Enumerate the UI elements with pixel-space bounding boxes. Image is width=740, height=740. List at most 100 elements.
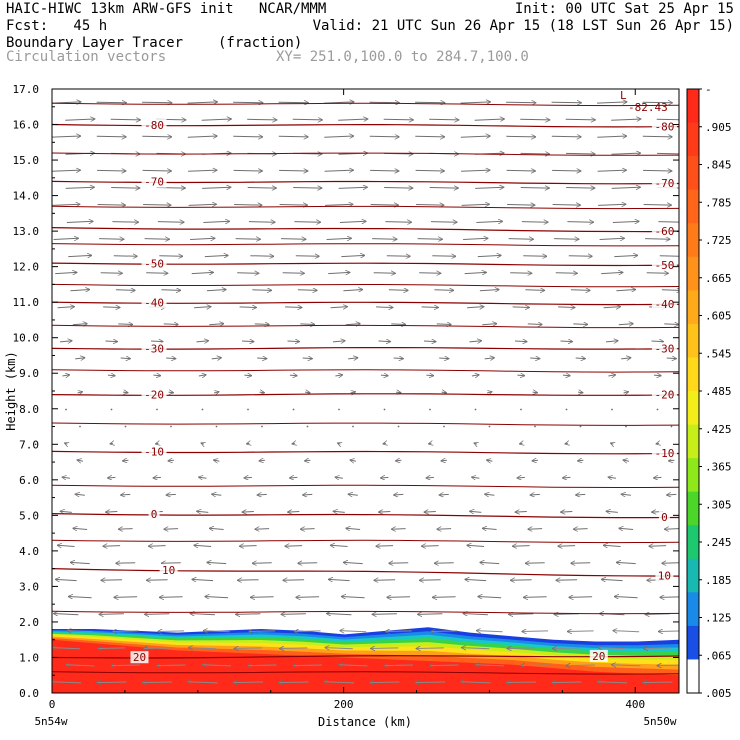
contour-label: -20 [144,389,164,402]
contour-label: -10 [654,447,674,460]
wind-vector [611,443,614,444]
wind-vector [335,477,343,478]
wind-vector [280,648,308,649]
wind-vector [478,597,502,598]
wind-vector [393,358,404,359]
contour-label: -10 [144,446,164,459]
wind-vector [288,512,300,513]
temperature-contour-line [52,484,679,488]
wind-vector [283,580,305,581]
wind-vector [55,272,77,273]
wind-vector-calm [247,408,249,411]
wind-vector [396,460,402,461]
wind-vector [656,152,679,155]
wind-vector [300,529,315,530]
wind-vector [624,392,629,393]
wind-vector [198,375,206,376]
wind-vector [326,238,352,239]
wind-vector [532,392,538,393]
wind-vector [482,528,497,529]
wind-vector [429,188,459,189]
wind-vector [99,614,124,615]
wind-vector [479,290,499,291]
wind-vector [188,170,217,171]
wind-vector-calm [625,425,627,428]
wind-vector [417,239,443,240]
wind-vector [250,256,273,257]
wind-vector-calm [338,408,340,411]
wind-vector [566,665,595,666]
wind-vector [65,119,95,120]
wind-vector [576,494,586,495]
wind-vector [669,460,675,461]
wind-vector [573,529,588,530]
temperature-contour-line [52,610,679,615]
wind-vector [476,221,502,222]
wind-vector [54,614,79,615]
wind-vector [203,221,229,222]
wind-vector [614,597,638,598]
y-tick-label: 9.0 [19,367,39,380]
wind-vector [302,358,313,359]
wind-vector-calm [352,425,354,428]
wind-vector [57,307,75,308]
wind-vector [484,358,495,359]
y-tick-label: 13.0 [13,225,40,238]
wind-vector-calm [488,425,491,428]
wind-vector [520,153,550,154]
wind-vector [439,358,449,359]
colorbar-swatch [687,592,699,627]
wind-vector [506,682,537,683]
wind-vector [506,136,535,137]
wind-vector [461,204,490,205]
wind-vector [606,511,618,512]
contour-label: -50 [144,257,164,270]
wind-vector [289,375,297,376]
wind-vector-calm [79,425,81,428]
contour-label-bg [651,225,677,238]
wind-vector [507,648,535,649]
wind-vector [298,563,318,564]
contour-label-bg [651,177,677,190]
wind-vector [209,528,224,529]
wind-vector [70,290,89,291]
colorbar-label: .725 [705,234,732,247]
wind-vector [233,682,264,683]
wind-vector [148,546,166,547]
wind-vector [467,307,484,308]
wind-vector [597,170,627,171]
contour-label: -80 [144,119,164,132]
wind-vector [651,341,664,342]
wind-vector [142,682,173,683]
contour-label-bg [148,508,160,521]
wind-vector [52,204,80,205]
wind-vector [370,682,400,683]
wind-vector [66,221,93,222]
colorbar-swatch [687,357,699,392]
wind-vector [514,341,527,342]
wind-vector [485,494,495,495]
y-tick-label: 17.0 [13,83,40,96]
axes: 0.0 1.0 2.0 3.0 4.0 5.0 6.0 7.0 8.0 9.0 10.0 11.0 12… [13,83,679,711]
wind-vector [487,460,493,461]
wind-vector [168,392,174,393]
wind-vector [421,546,439,547]
wind-vector [123,460,129,461]
wind-vector [563,477,571,478]
wind-vector [328,272,350,273]
colorbar-swatch [687,290,699,325]
wind-vector [419,273,441,274]
wind-vector [252,563,272,564]
wind-vector [376,307,393,308]
wind-vector [343,562,363,563]
wind-vector [211,358,222,359]
wind-vector [510,580,532,581]
temperature-contour-line [52,671,679,675]
wind-vector [239,307,257,308]
colorbar-swatch [687,558,699,593]
wind-vector [643,682,673,683]
field-units: (fraction) [218,35,303,51]
y-tick-label: 11.0 [13,296,40,309]
wind-vector [421,307,439,308]
contour-label: -20 [654,389,674,402]
